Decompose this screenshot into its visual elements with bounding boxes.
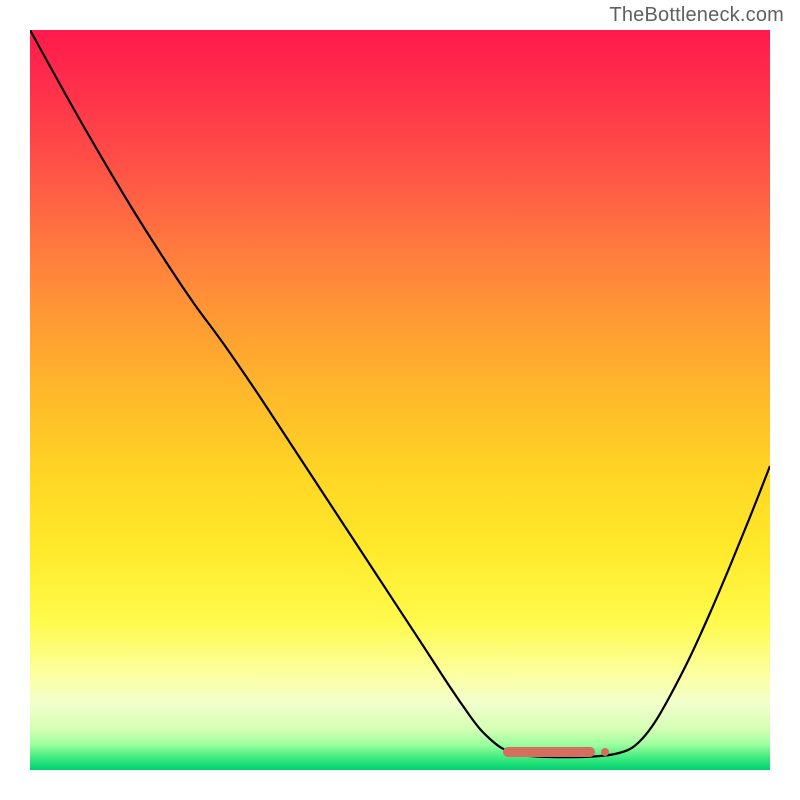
chart-plot-area — [30, 30, 770, 770]
chart-background — [30, 30, 770, 770]
chart-svg — [30, 30, 770, 770]
optimal-zone-dot — [601, 748, 609, 756]
attribution-text: TheBottleneck.com — [609, 4, 784, 27]
